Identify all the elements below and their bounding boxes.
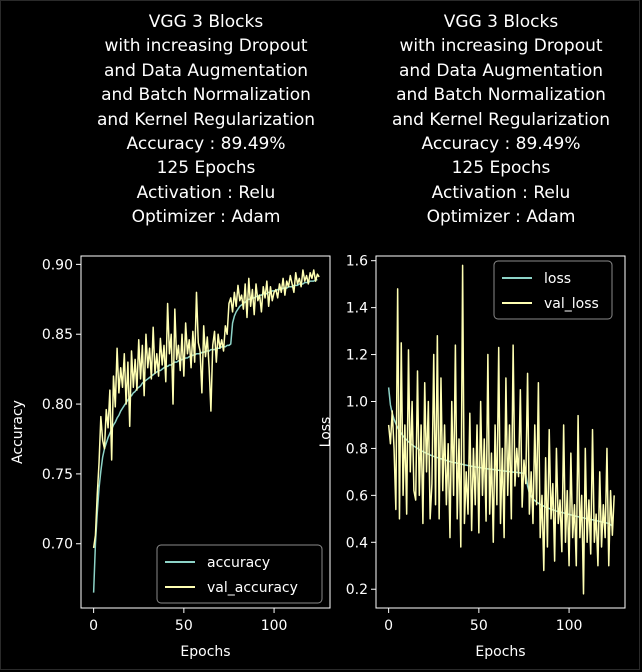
y-tick-label: 1.4 — [346, 301, 368, 317]
chart-loss: 0 50 100 0.2 0.4 0.6 0.8 1.0 1.2 1.4 1.6 Epochs Loss… — [318, 254, 626, 660]
y-tick-label: 1.6 — [346, 254, 368, 270]
x-tick-label: 50 — [175, 618, 193, 634]
right-chart-title: VGG 3 Blocks with increasing Dropout and… — [351, 10, 642, 230]
title-line: and Batch Normalization — [101, 85, 311, 106]
title-line: and Batch Normalization — [396, 85, 606, 106]
title-line: and Data Augmentation — [398, 60, 604, 81]
y-tick-label: 0.85 — [42, 327, 73, 343]
left-chart-title: VGG 3 Blocks with increasing Dropout and… — [56, 10, 356, 230]
y-axis-label: Loss — [318, 417, 334, 448]
x-tick-label: 0 — [89, 618, 98, 634]
x-tick-label: 50 — [470, 618, 488, 634]
y-tick-label: 0.80 — [42, 397, 73, 413]
legend-box — [493, 260, 613, 320]
y-axis-label: Accuracy — [10, 400, 26, 464]
y-tick-label: 0.90 — [42, 257, 73, 273]
plot-frame — [375, 255, 626, 609]
x-axis-label: Epochs — [475, 644, 525, 660]
title-line: 125 Epochs — [451, 158, 551, 179]
title-line: Accuracy : 89.49% — [421, 134, 581, 155]
title-line: with increasing Dropout — [104, 36, 308, 57]
x-tick-label: 100 — [261, 618, 288, 634]
title-line: Accuracy : 89.49% — [126, 134, 286, 155]
title-line: Optimizer : Adam — [426, 207, 576, 228]
x-tick-label: 0 — [384, 618, 393, 634]
chart-accuracy: 0 50 100 0.70 0.75 0.80 0.85 0.90 Epochs Accuracy… — [10, 255, 331, 660]
title-line: VGG 3 Blocks — [443, 12, 559, 32]
x-axis-label: Epochs — [180, 644, 230, 660]
title-line: with increasing Dropout — [399, 36, 603, 57]
y-tick-label: 1.2 — [346, 348, 368, 364]
legend-label: accuracy — [207, 555, 270, 571]
legend-label: val_accuracy — [207, 580, 298, 596]
y-tick-label: 1.0 — [346, 394, 368, 410]
series-line-val-loss — [387, 264, 615, 595]
plot-frame — [80, 255, 331, 609]
legend-label: val_loss — [544, 296, 599, 312]
title-line: Activation : Relu — [136, 182, 276, 203]
series-line-val-accuracy — [92, 269, 320, 549]
y-tick-label: 0.75 — [42, 467, 73, 483]
y-tick-label: 0.70 — [42, 537, 73, 553]
title-line: Optimizer : Adam — [131, 207, 281, 228]
y-tick-label: 0.4 — [346, 535, 368, 551]
x-tick-label: 100 — [556, 618, 583, 634]
title-line: and Kernel Regularization — [391, 109, 611, 130]
title-line: and Kernel Regularization — [96, 109, 316, 130]
y-tick-label: 0.2 — [346, 582, 368, 598]
legend-label: loss — [544, 271, 571, 287]
y-tick-label: 0.6 — [346, 488, 368, 504]
title-line: 125 Epochs — [156, 158, 256, 179]
title-line: Activation : Relu — [431, 182, 571, 203]
title-line: VGG 3 Blocks — [148, 12, 264, 32]
y-tick-label: 0.8 — [346, 441, 368, 457]
title-line: and Data Augmentation — [103, 60, 309, 81]
legend-box — [156, 544, 323, 604]
